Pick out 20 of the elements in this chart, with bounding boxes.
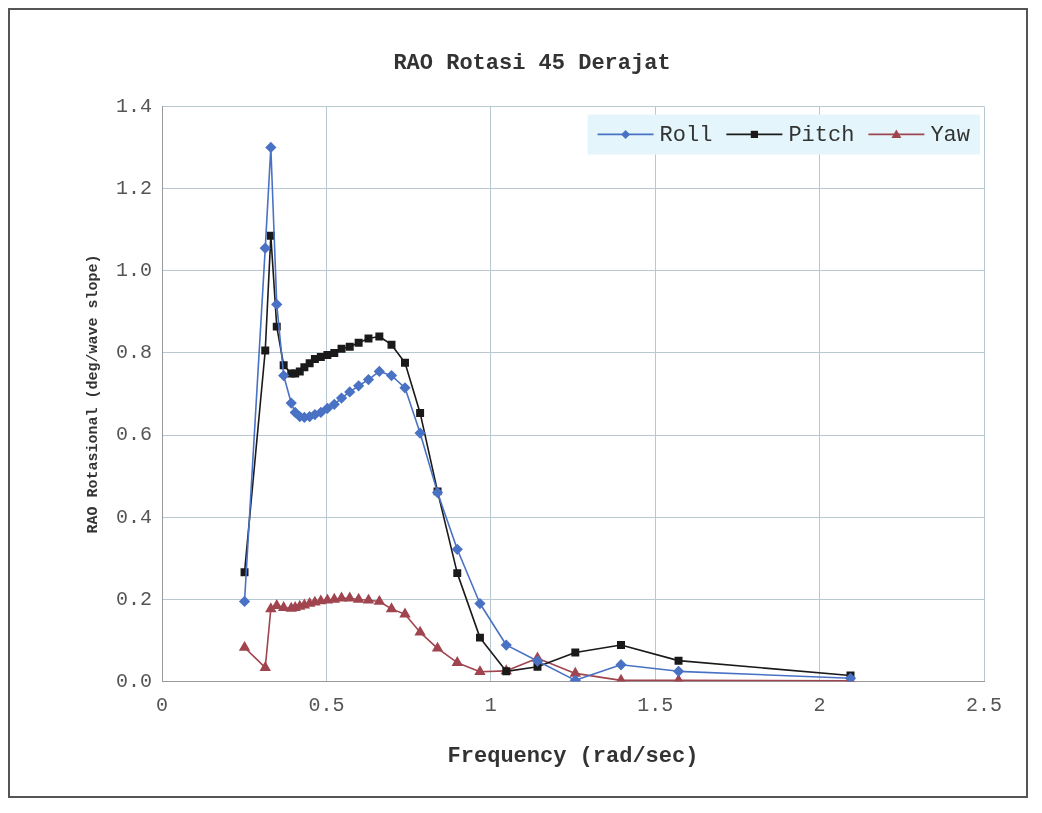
y-axis-title: RAO Rotasional (deg/wave slope)	[84, 254, 102, 534]
x-tick-label: 1	[484, 693, 497, 717]
x-tick-label: 0.5	[308, 693, 345, 717]
x-tick-label: 2	[813, 693, 826, 717]
y-tick-label: 1.0	[115, 259, 153, 283]
y-tick-label: 0.0	[115, 669, 153, 693]
legend-label: Yaw	[930, 123, 970, 149]
x-tick-label: 2.5	[965, 693, 1003, 717]
y-tick-label: 0.4	[115, 505, 153, 529]
legend-label: Pitch	[788, 123, 855, 149]
y-tick-label: 0.2	[115, 587, 153, 611]
y-tick-label: 0.6	[115, 423, 153, 447]
legend-label: Roll	[659, 123, 713, 149]
y-tick-label: 1.2	[115, 176, 153, 200]
y-tick-label: 1.4	[115, 94, 153, 118]
y-tick-label: 0.8	[115, 341, 153, 365]
chart-title: RAO Rotasi 45 Derajat	[393, 50, 671, 76]
x-tick-label: 0	[156, 693, 169, 717]
x-axis-title: Frequency (rad/sec)	[447, 744, 699, 770]
x-tick-label: 1.5	[637, 693, 674, 717]
